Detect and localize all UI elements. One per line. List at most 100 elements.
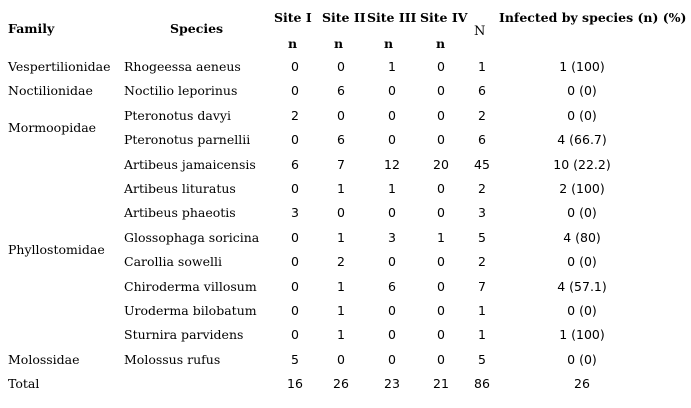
table-row: Chiroderma villosum 0 1 6 0 7 4 (57.1) xyxy=(0,279,691,304)
count-N: 2 xyxy=(478,107,486,123)
header-species: Species xyxy=(170,21,224,36)
species-name: Rhogeessa aeneus xyxy=(124,59,241,74)
count-s2: 1 xyxy=(337,278,345,294)
count-s2: 1 xyxy=(337,303,345,318)
family-label: Vespertilionidae xyxy=(8,59,111,74)
count-s1: 0 xyxy=(291,59,299,74)
species-name: Chiroderma villosum xyxy=(124,278,257,294)
family-label: Phyllostomidae xyxy=(8,242,105,257)
count-s3: 3 xyxy=(388,229,396,245)
count-N: 5 xyxy=(478,351,486,367)
count-s1: 0 xyxy=(291,278,299,294)
count-s4: 0 xyxy=(437,254,445,270)
count-N: 3 xyxy=(478,205,486,221)
header-site3: Site III xyxy=(367,10,417,25)
header-site4-n: n xyxy=(436,36,446,51)
count-N: 1 xyxy=(478,327,486,343)
count-s1: 0 xyxy=(291,229,299,245)
total-row: Total 16 26 23 21 86 26 xyxy=(0,376,691,401)
header-site3-n: n xyxy=(384,36,394,51)
count-N: 2 xyxy=(478,254,486,270)
count-s1: 0 xyxy=(291,132,299,148)
count-s4: 0 xyxy=(437,107,445,123)
count-N: 1 xyxy=(478,59,486,74)
family-label: Molossidae xyxy=(8,351,80,367)
count-s3: 0 xyxy=(388,327,396,343)
header-site2-n: n xyxy=(334,36,344,51)
count-s4: 0 xyxy=(437,132,445,148)
count-s2: 0 xyxy=(337,351,345,367)
table-row: Sturnira parvidens 0 1 0 0 1 1 (100) xyxy=(0,327,691,352)
table-row: Molossus rufus 5 0 0 0 5 0 (0) xyxy=(0,352,691,377)
table-row: Carollia sowelli 0 2 0 0 2 0 (0) xyxy=(0,254,691,279)
count-s1: 5 xyxy=(291,351,299,367)
infected-value: 0 (0) xyxy=(567,351,597,367)
count-s2: 6 xyxy=(337,132,345,148)
total-infected: 26 xyxy=(574,376,590,392)
count-s3: 0 xyxy=(388,303,396,318)
infected-value: 1 (100) xyxy=(559,327,605,343)
table-row: Pteronotus davyi 2 0 0 0 2 0 (0) xyxy=(0,108,691,133)
count-s3: 0 xyxy=(388,132,396,148)
count-s2: 6 xyxy=(337,83,345,99)
count-s1: 0 xyxy=(291,83,299,99)
species-name: Uroderma bilobatum xyxy=(124,303,257,318)
count-N: 1 xyxy=(478,303,486,318)
species-name: Artibeus lituratus xyxy=(124,181,236,196)
species-name: Glossophaga soricina xyxy=(124,229,260,245)
count-s4: 0 xyxy=(437,327,445,343)
count-N: 6 xyxy=(478,132,486,148)
infected-value: 2 (100) xyxy=(559,181,605,196)
total-label: Total xyxy=(8,376,40,392)
count-s1: 3 xyxy=(291,205,299,221)
count-s3: 0 xyxy=(388,83,396,99)
count-s4: 0 xyxy=(437,205,445,221)
header-site4: Site IV xyxy=(420,10,468,25)
count-s1: 2 xyxy=(291,107,299,123)
count-s4: 0 xyxy=(437,278,445,294)
count-s2: 1 xyxy=(337,181,345,196)
count-s2: 7 xyxy=(337,156,345,172)
count-s4: 0 xyxy=(437,181,445,196)
species-name: Sturnira parvidens xyxy=(124,327,244,343)
count-N: 7 xyxy=(478,278,486,294)
family-label: Mormoopidae xyxy=(8,120,97,135)
infected-value: 0 (0) xyxy=(567,205,597,221)
total-s4: 21 xyxy=(433,376,449,392)
count-s1: 0 xyxy=(291,254,299,270)
table-row: Rhogeessa aeneus 0 0 1 0 1 1 (100) xyxy=(0,59,691,84)
count-N: 45 xyxy=(474,156,490,172)
count-s3: 0 xyxy=(388,205,396,221)
count-s3: 0 xyxy=(388,107,396,123)
species-name: Pteronotus davyi xyxy=(124,107,231,123)
infected-value: 10 (22.2) xyxy=(553,156,611,172)
count-s1: 0 xyxy=(291,181,299,196)
table-row: Pteronotus parnellii 0 6 0 0 6 4 (66.7) xyxy=(0,132,691,157)
infected-value: 4 (80) xyxy=(563,229,601,245)
table-row: Artibeus jamaicensis 6 7 12 20 45 10 (22.2) xyxy=(0,157,691,182)
count-s4: 0 xyxy=(437,303,445,318)
count-s3: 6 xyxy=(388,278,396,294)
count-N: 5 xyxy=(478,229,486,245)
count-s2: 0 xyxy=(337,107,345,123)
count-s3: 1 xyxy=(388,181,396,196)
count-s2: 0 xyxy=(337,205,345,221)
header-N: N xyxy=(474,24,486,39)
total-N: 86 xyxy=(474,376,490,392)
count-s4: 20 xyxy=(433,156,449,172)
table-row: Artibeus lituratus 0 1 1 0 2 2 (100) xyxy=(0,181,691,206)
table-row: Uroderma bilobatum 0 1 0 0 1 0 (0) xyxy=(0,303,691,328)
table-row: Artibeus phaeotis 3 0 0 0 3 0 (0) xyxy=(0,205,691,230)
table-row: Noctilio leporinus 0 6 0 0 6 0 (0) xyxy=(0,83,691,108)
species-name: Molossus rufus xyxy=(124,351,221,367)
count-s1: 0 xyxy=(291,327,299,343)
count-s3: 0 xyxy=(388,351,396,367)
infected-value: 0 (0) xyxy=(567,107,597,123)
count-s2: 1 xyxy=(337,229,345,245)
infected-value: 0 (0) xyxy=(567,83,597,99)
count-s1: 6 xyxy=(291,156,299,172)
infected-value: 4 (66.7) xyxy=(557,132,607,148)
count-s2: 2 xyxy=(337,254,345,270)
species-name: Artibeus phaeotis xyxy=(124,205,236,221)
count-s1: 0 xyxy=(291,303,299,318)
